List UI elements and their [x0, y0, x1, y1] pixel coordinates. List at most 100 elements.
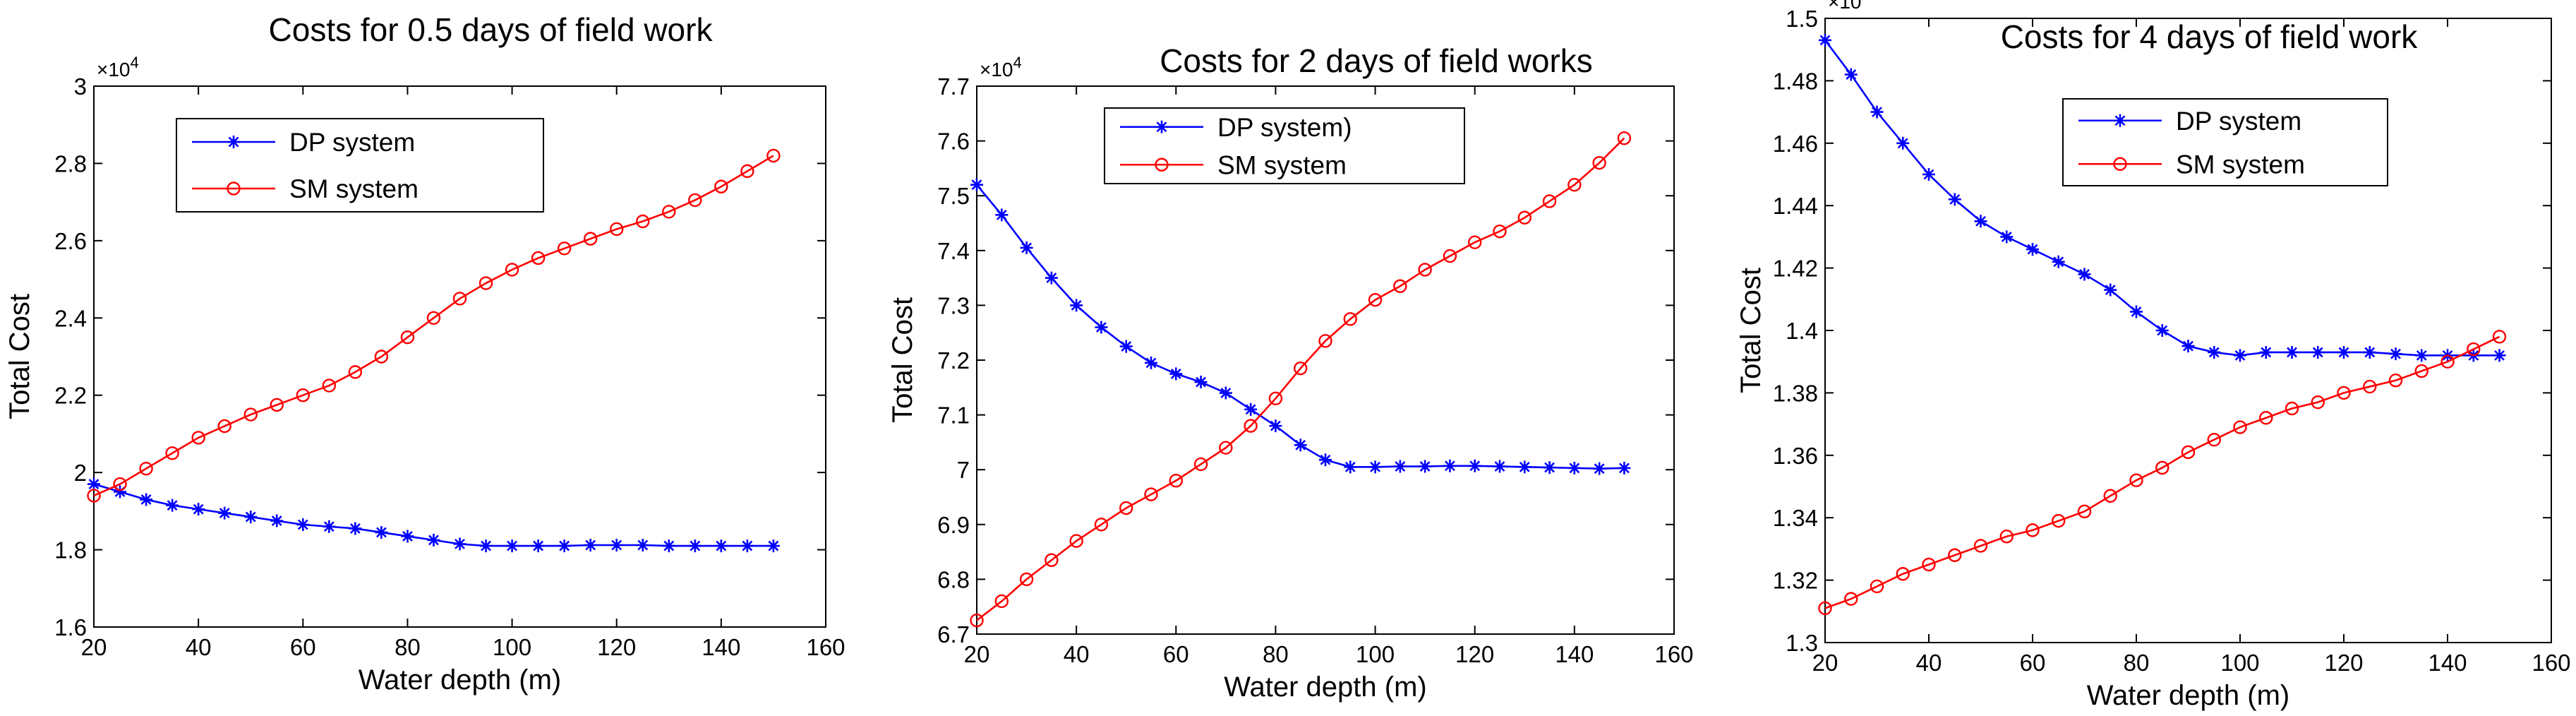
data-point [1818, 601, 1832, 616]
data-point [2130, 305, 2143, 318]
chart-panel-1: Costs for 0.5 days of field work 20 40 60 80… [4, 11, 845, 696]
data-point [88, 477, 100, 491]
data-point [1393, 460, 1407, 473]
y-tick-label: 7.2 [937, 347, 970, 374]
legend-box [1104, 107, 1465, 184]
y-axis-multiplier: ×104 [980, 54, 1022, 80]
data-point [113, 477, 127, 491]
data-point [1618, 461, 1631, 475]
legend-marker [227, 136, 240, 148]
y-tick-label: 1.44 [1773, 193, 1818, 219]
data-point [1319, 453, 1332, 467]
data-point [740, 539, 754, 553]
data-point [1069, 534, 1083, 548]
data-point [348, 365, 363, 379]
data-point [610, 539, 623, 552]
legend: DP system SM system [176, 118, 544, 213]
data-point [1896, 567, 1910, 581]
data-point [1294, 438, 1307, 452]
y-tick-label: 1.48 [1773, 68, 1818, 94]
data-point [1145, 356, 1157, 369]
data-point [2155, 460, 2169, 475]
data-point [243, 407, 258, 422]
data-point [2337, 386, 2351, 400]
data-point [688, 539, 702, 553]
y-tick-label: 1.32 [1773, 568, 1818, 594]
data-point [427, 533, 440, 547]
data-point [662, 205, 676, 219]
x-tick-label: 60 [1163, 641, 1189, 667]
data-point [714, 179, 728, 193]
legend: DP system SM system [2062, 98, 2388, 186]
data-point [1948, 193, 1961, 206]
data-point [505, 539, 519, 553]
data-point [2207, 433, 2221, 447]
data-point [166, 499, 179, 512]
y-tick-label: 1.46 [1773, 131, 1818, 157]
data-point [1493, 460, 1506, 473]
data-point [2052, 513, 2066, 528]
data-point [1870, 105, 1884, 119]
y-tick-label: 7.5 [937, 183, 970, 209]
y-tick-label: 7.7 [937, 73, 970, 100]
data-point [1368, 292, 1383, 307]
y-tick-label: 2.2 [54, 383, 87, 409]
data-point [1294, 361, 1308, 376]
data-point [2285, 401, 2299, 416]
x-tick-label: 40 [1064, 641, 1090, 667]
data-point [1019, 572, 1034, 587]
data-point [1244, 419, 1258, 433]
data-point [1194, 376, 1208, 389]
data-point [426, 311, 441, 325]
data-point [1219, 441, 1233, 455]
y-tick-label: 1.34 [1773, 505, 1818, 531]
data-point [2233, 420, 2247, 434]
x-tick-label: 80 [395, 634, 421, 660]
data-point [1419, 460, 1432, 473]
legend-box [2062, 98, 2388, 186]
series-line [1824, 335, 2500, 609]
data-point [1567, 461, 1581, 475]
data-point [114, 485, 127, 499]
y-tick-label: 2.6 [54, 228, 87, 254]
data-point [479, 539, 493, 553]
data-point [1045, 271, 1058, 285]
y-tick-label: 1.36 [1773, 443, 1818, 469]
legend-marker [2114, 114, 2126, 127]
y-tick-label: 6.7 [937, 621, 970, 648]
x-tick-label: 120 [1455, 641, 1494, 667]
legend: DP system) SM system [1104, 107, 1465, 184]
data-point [2311, 345, 2325, 359]
data-point [1974, 215, 1987, 228]
series-dp [88, 477, 780, 553]
data-point [87, 489, 101, 503]
data-point [1070, 299, 1083, 312]
data-point [2026, 243, 2039, 256]
data-point [970, 613, 984, 628]
data-point [479, 276, 493, 290]
data-point [1343, 312, 1357, 326]
x-tick-label: 160 [2532, 650, 2570, 676]
series-line [93, 155, 774, 497]
chart-panel-2: Costs for 2 days of field works 20 40 60 80 1… [887, 42, 1694, 703]
series-line [1824, 40, 2500, 357]
x-tick-label: 100 [1356, 641, 1395, 667]
data-point [1443, 459, 1457, 472]
data-point [970, 178, 983, 191]
data-point [1169, 474, 1183, 488]
data-point [217, 419, 231, 434]
x-tick-label: 80 [1263, 641, 1289, 667]
data-point [296, 518, 310, 532]
y-axis-multiplier: ×105 [1828, 0, 1870, 13]
data-point [662, 539, 675, 553]
x-tick-label: 140 [1555, 641, 1594, 667]
series-line [976, 137, 1625, 621]
series-sm [87, 148, 781, 503]
data-point [401, 530, 414, 543]
data-point [1844, 68, 1858, 81]
data-point [1193, 457, 1208, 472]
data-point [1368, 460, 1382, 474]
x-tick-label: 20 [81, 634, 107, 660]
data-point [2363, 345, 2376, 359]
